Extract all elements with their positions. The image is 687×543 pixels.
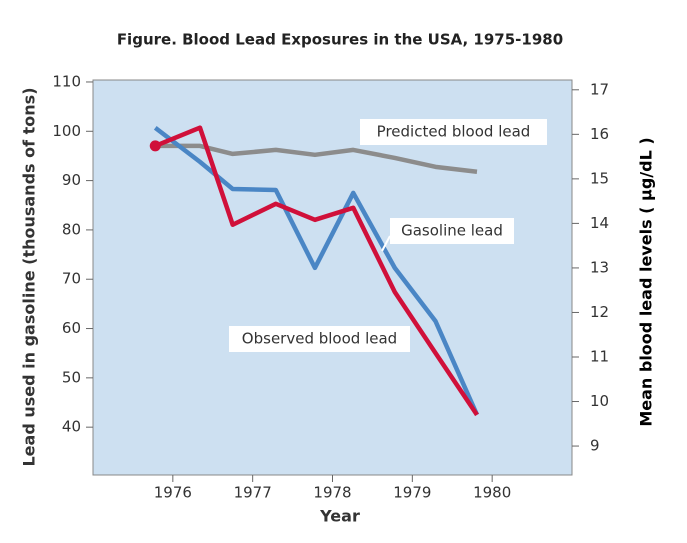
- y2-tick-label: 12: [590, 303, 609, 321]
- y-tick-label: 60: [62, 319, 81, 337]
- y2-tick-label: 16: [590, 125, 609, 143]
- y2-axis-label: Mean blood lead levels ( µg/dL ): [637, 137, 656, 426]
- label-box: [360, 119, 547, 145]
- y2-tick-label: 15: [590, 169, 609, 187]
- x-tick-label: 1979: [393, 484, 431, 502]
- series-label: Gasoline lead: [401, 222, 503, 240]
- chart-title: Figure. Blood Lead Exposures in the USA,…: [117, 31, 563, 49]
- y-tick-label: 80: [62, 220, 81, 238]
- y-tick-label: 90: [62, 171, 81, 189]
- line: [153, 126, 480, 416]
- y2-tick-label: 17: [590, 80, 609, 98]
- y-axis-label: Lead used in gasoline (thousands of tons…: [20, 87, 39, 466]
- y2-tick-label: 13: [590, 258, 609, 276]
- x-axis-label: Year: [319, 507, 360, 526]
- y-tick-label: 50: [62, 368, 81, 386]
- y-tick-label: 40: [62, 418, 81, 436]
- series-label: Observed blood lead: [242, 330, 397, 348]
- y-tick-label: 70: [62, 270, 81, 288]
- x-tick-label: 1977: [234, 484, 272, 502]
- line: [154, 125, 479, 417]
- y-tick-label: 100: [52, 122, 81, 140]
- y2-tick-label: 10: [590, 392, 609, 410]
- start-point: [149, 140, 161, 152]
- x-tick-label: 1976: [154, 484, 192, 502]
- line: [155, 143, 478, 174]
- label-box: [390, 218, 514, 244]
- x-tick-label: 1978: [313, 484, 351, 502]
- series-label: Predicted blood lead: [377, 123, 531, 141]
- y2-tick-label: 14: [590, 214, 609, 232]
- y-tick-label: 110: [52, 72, 81, 90]
- label-box: [229, 326, 410, 352]
- y2-tick-label: 11: [590, 347, 609, 365]
- x-tick-label: 1980: [473, 484, 511, 502]
- y2-tick-label: 9: [590, 437, 600, 455]
- leader-line: [381, 235, 391, 252]
